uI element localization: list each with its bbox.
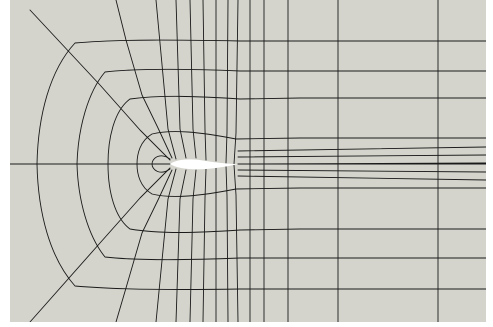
fan-lower-2 (175, 169, 187, 323)
frame-margin-bottom (0, 322, 493, 327)
frame-margin-right (486, 0, 493, 327)
fan-lower-7 (233, 164, 239, 323)
fan-upper-4 (202, 0, 207, 161)
c-line-2-upper (136, 131, 487, 165)
c-line-3-upper (107, 95, 487, 165)
mesh-background (10, 0, 486, 322)
c-line-5-lower (36, 163, 487, 291)
spoke-lower-near (115, 169, 173, 323)
wake-line-lower-2 (237, 175, 487, 181)
wake-line-upper-1 (237, 154, 487, 158)
wake-line-lower-1 (237, 169, 487, 173)
fan-upper-1 (155, 0, 177, 160)
spoke-upper-left (29, 9, 171, 161)
fan-upper-2 (175, 0, 187, 159)
airfoil-shape (170, 159, 238, 170)
wake-line-upper-2 (237, 146, 487, 152)
mesh-grid-lines (9, 0, 487, 323)
frame-margin-left (0, 0, 10, 327)
fan-upper-6 (225, 0, 229, 164)
c-line-2-lower (136, 163, 487, 197)
spoke-lower-left (29, 167, 171, 323)
c-line-4-upper (76, 68, 487, 165)
fan-lower-4 (202, 168, 207, 323)
spoke-upper-near (115, 0, 173, 159)
fan-lower-3 (189, 169, 197, 323)
fan-upper-3 (189, 0, 197, 159)
fan-lower-6 (225, 165, 229, 323)
fan-upper-7 (233, 0, 239, 165)
c-line-5-upper (36, 39, 487, 165)
c-line-1-wake (237, 162, 487, 165)
c-line-3-lower (107, 163, 487, 233)
c-line-4-lower (76, 163, 487, 261)
fan-lower-1 (155, 168, 177, 323)
